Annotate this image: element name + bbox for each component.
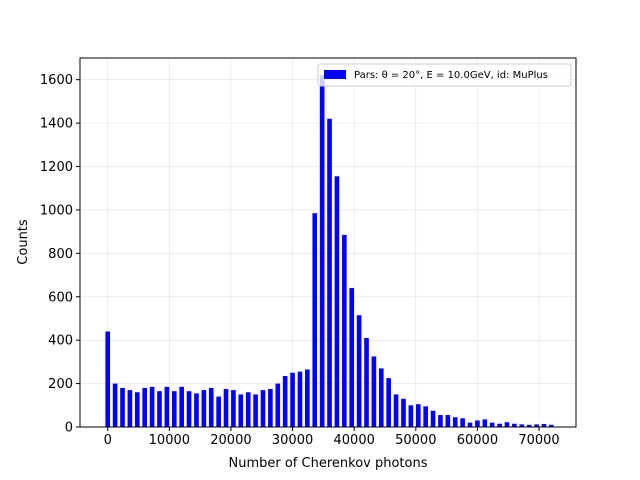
x-tick-label: 20000 <box>210 433 251 448</box>
bar <box>297 371 303 427</box>
bar <box>319 75 325 427</box>
bar <box>526 424 532 427</box>
y-tick-label: 1400 <box>40 117 73 132</box>
bar <box>541 423 547 427</box>
bar <box>378 368 384 427</box>
x-tick-label: 50000 <box>395 433 436 448</box>
y-ticks: 0 200 400 600 800 1000 1200 1400 1600 <box>40 73 80 436</box>
bar <box>245 392 251 427</box>
bar <box>356 315 362 427</box>
bar <box>201 390 207 427</box>
bar <box>142 387 148 427</box>
bar <box>460 418 465 427</box>
bar <box>445 415 451 427</box>
bar <box>186 391 192 427</box>
x-tick-label: 40000 <box>334 433 375 448</box>
bar <box>216 396 221 427</box>
bar <box>342 234 347 427</box>
bar <box>134 392 140 427</box>
bar <box>208 387 214 427</box>
bar <box>519 424 525 427</box>
bar <box>164 386 170 427</box>
bar <box>393 394 399 427</box>
bar <box>179 386 184 427</box>
bar <box>194 393 199 427</box>
bar <box>157 391 162 427</box>
bar <box>364 338 369 427</box>
legend-label: Pars: θ = 20°, E = 10.0GeV, id: MuPlus <box>354 70 548 81</box>
x-tick-label: 0 <box>104 433 112 448</box>
x-tick-label: 30000 <box>272 433 313 448</box>
bars <box>105 75 554 427</box>
bar <box>334 176 340 427</box>
bar <box>497 423 502 427</box>
bar <box>282 375 288 427</box>
bar <box>223 389 229 427</box>
y-tick-label: 1600 <box>40 73 73 88</box>
bar <box>290 372 295 427</box>
bar <box>438 415 443 427</box>
legend-box <box>317 63 572 87</box>
bar <box>112 383 118 427</box>
bar <box>467 422 473 427</box>
plot-frame <box>79 57 577 428</box>
y-tick-label: 400 <box>48 334 73 349</box>
y-tick-label: 800 <box>48 247 73 262</box>
bar <box>386 378 392 427</box>
bar <box>371 356 377 427</box>
y-tick-label: 600 <box>48 290 73 305</box>
bar <box>475 420 480 427</box>
bar <box>238 394 244 427</box>
bar <box>489 422 495 427</box>
bar <box>305 369 310 427</box>
bar <box>549 424 554 427</box>
bar <box>127 390 133 427</box>
x-ticks: 0 10000 20000 30000 40000 50000 60000 70000 <box>104 427 560 448</box>
bar <box>452 417 458 427</box>
bar <box>534 424 539 427</box>
bar <box>401 398 406 427</box>
legend-swatch <box>324 70 346 79</box>
bar <box>423 406 428 427</box>
bar <box>349 288 355 427</box>
bar <box>415 404 421 427</box>
bar <box>482 419 488 427</box>
bar <box>312 213 318 427</box>
bar <box>171 391 177 427</box>
bar <box>430 410 436 427</box>
legend: Pars: θ = 20°, E = 10.0GeV, id: MuPlus <box>317 63 572 87</box>
bar <box>268 389 273 427</box>
bar <box>327 118 332 427</box>
y-tick-label: 200 <box>48 377 73 392</box>
bar <box>231 390 236 427</box>
y-tick-label: 1000 <box>40 203 73 218</box>
bar <box>120 387 125 427</box>
y-tick-label: 1200 <box>40 160 73 175</box>
bar <box>408 405 414 427</box>
bar <box>105 331 111 427</box>
bar <box>275 383 281 427</box>
bar <box>253 394 258 427</box>
bar <box>512 423 517 427</box>
y-tick-label: 0 <box>65 421 73 436</box>
x-axis-label: Number of Cherenkov photons <box>229 456 428 471</box>
y-axis-label: Counts <box>16 219 31 265</box>
bar <box>149 386 155 427</box>
x-tick-label: 70000 <box>518 433 559 448</box>
x-tick-label: 10000 <box>149 433 190 448</box>
x-tick-label: 60000 <box>457 433 498 448</box>
bar <box>504 422 510 427</box>
bar <box>260 390 266 427</box>
